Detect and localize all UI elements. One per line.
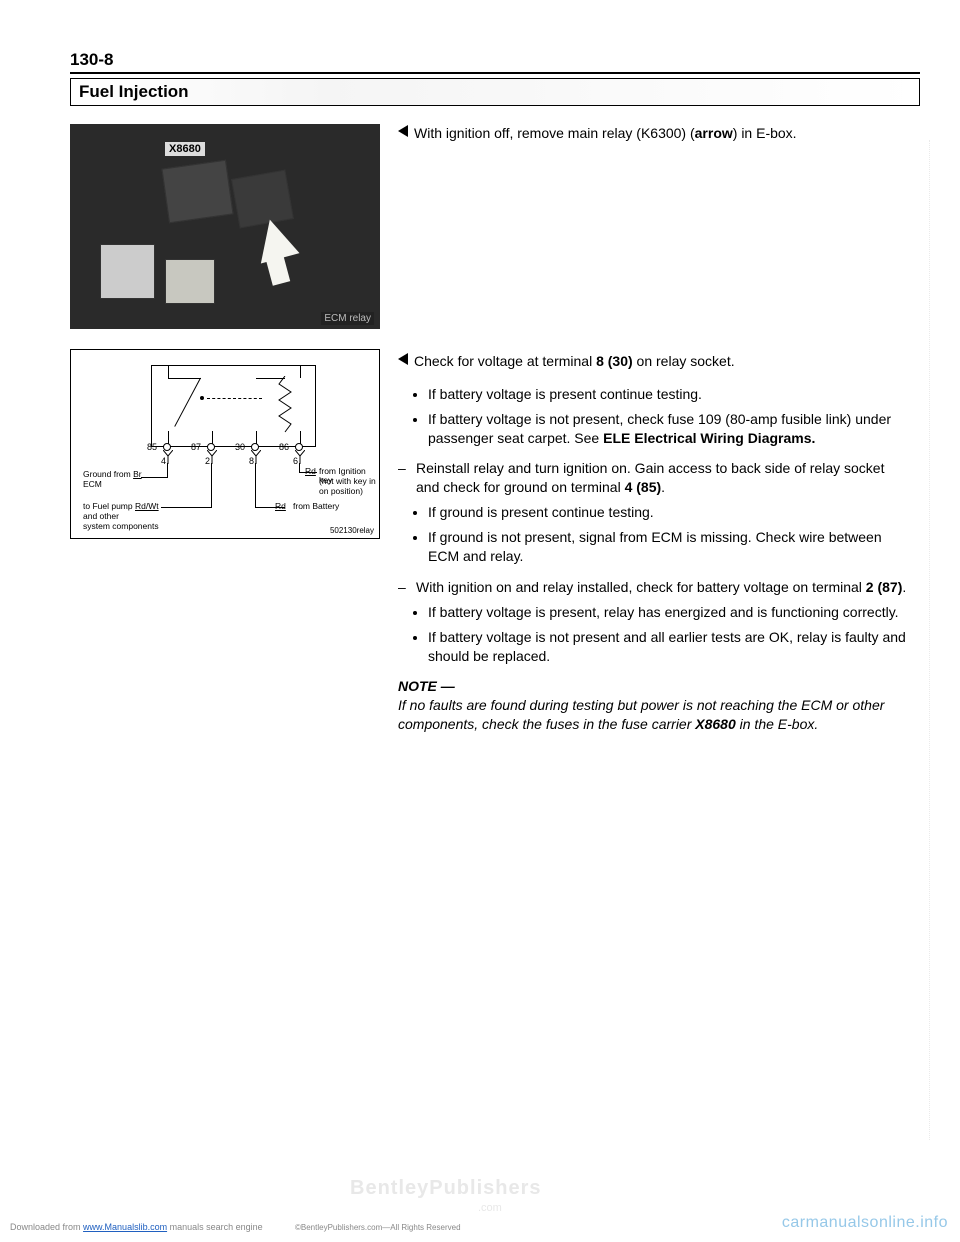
diagram-text: on position) bbox=[319, 487, 363, 496]
list-item: If battery voltage is present, relay has… bbox=[428, 603, 910, 622]
diagram-text: Ground from Br bbox=[83, 470, 142, 479]
list-item: If battery voltage is not present, check… bbox=[428, 410, 910, 448]
terminal-label: 87 bbox=[191, 442, 201, 452]
diagram-code: 502130relay bbox=[330, 526, 374, 535]
diagram-text: Rd bbox=[305, 467, 316, 476]
photo-corner-tag: ECM relay bbox=[321, 312, 374, 325]
diagram-text: (hot with key in bbox=[319, 477, 376, 486]
relay-box-outline bbox=[151, 365, 316, 447]
diagram-text: from Battery bbox=[293, 502, 339, 511]
terminal-label: 86 bbox=[279, 442, 289, 452]
list-item: If ground is not present, signal from EC… bbox=[428, 528, 910, 566]
triangle-icon bbox=[398, 353, 408, 365]
section-header: Fuel Injection bbox=[70, 78, 920, 106]
terminal-label: 30 bbox=[235, 442, 245, 452]
ebox-photo: X8680 ECM relay bbox=[70, 124, 380, 329]
watermark: .com bbox=[478, 1202, 502, 1214]
site-watermark: carmanualsonline.info bbox=[782, 1214, 948, 1232]
photo-label: X8680 bbox=[165, 142, 205, 156]
relay-wiring-diagram: 85 87 30 86 4 2 8 6 bbox=[70, 349, 380, 539]
list-item: If battery voltage is not present and al… bbox=[428, 628, 910, 666]
diagram-text: and other bbox=[83, 512, 119, 521]
terminal-label: 85 bbox=[147, 442, 157, 452]
list-item: If battery voltage is present continue t… bbox=[428, 385, 910, 404]
list-item: If ground is present continue testing. bbox=[428, 503, 910, 522]
manualslib-link[interactable]: www.Manualslib.com bbox=[83, 1222, 167, 1232]
diagram-text: ECM bbox=[83, 480, 102, 489]
body-text: With ignition off, remove main relay (K6… bbox=[398, 124, 920, 734]
diagram-text: Rd bbox=[275, 502, 286, 511]
arrow-icon bbox=[251, 215, 300, 264]
page-number: 130-8 bbox=[70, 50, 920, 74]
note-body: If no faults are found during testing bu… bbox=[398, 696, 910, 734]
note-heading: NOTE — bbox=[398, 677, 910, 696]
diagram-text: system components bbox=[83, 522, 159, 531]
diagram-text: to Fuel pump Rd/Wt bbox=[83, 502, 159, 511]
triangle-icon bbox=[398, 125, 408, 137]
copyright-text: ©BentleyPublishers.com—All Rights Reserv… bbox=[295, 1223, 461, 1232]
watermark: BentleyPublishers bbox=[350, 1177, 542, 1200]
margin-decoration bbox=[929, 140, 930, 1140]
